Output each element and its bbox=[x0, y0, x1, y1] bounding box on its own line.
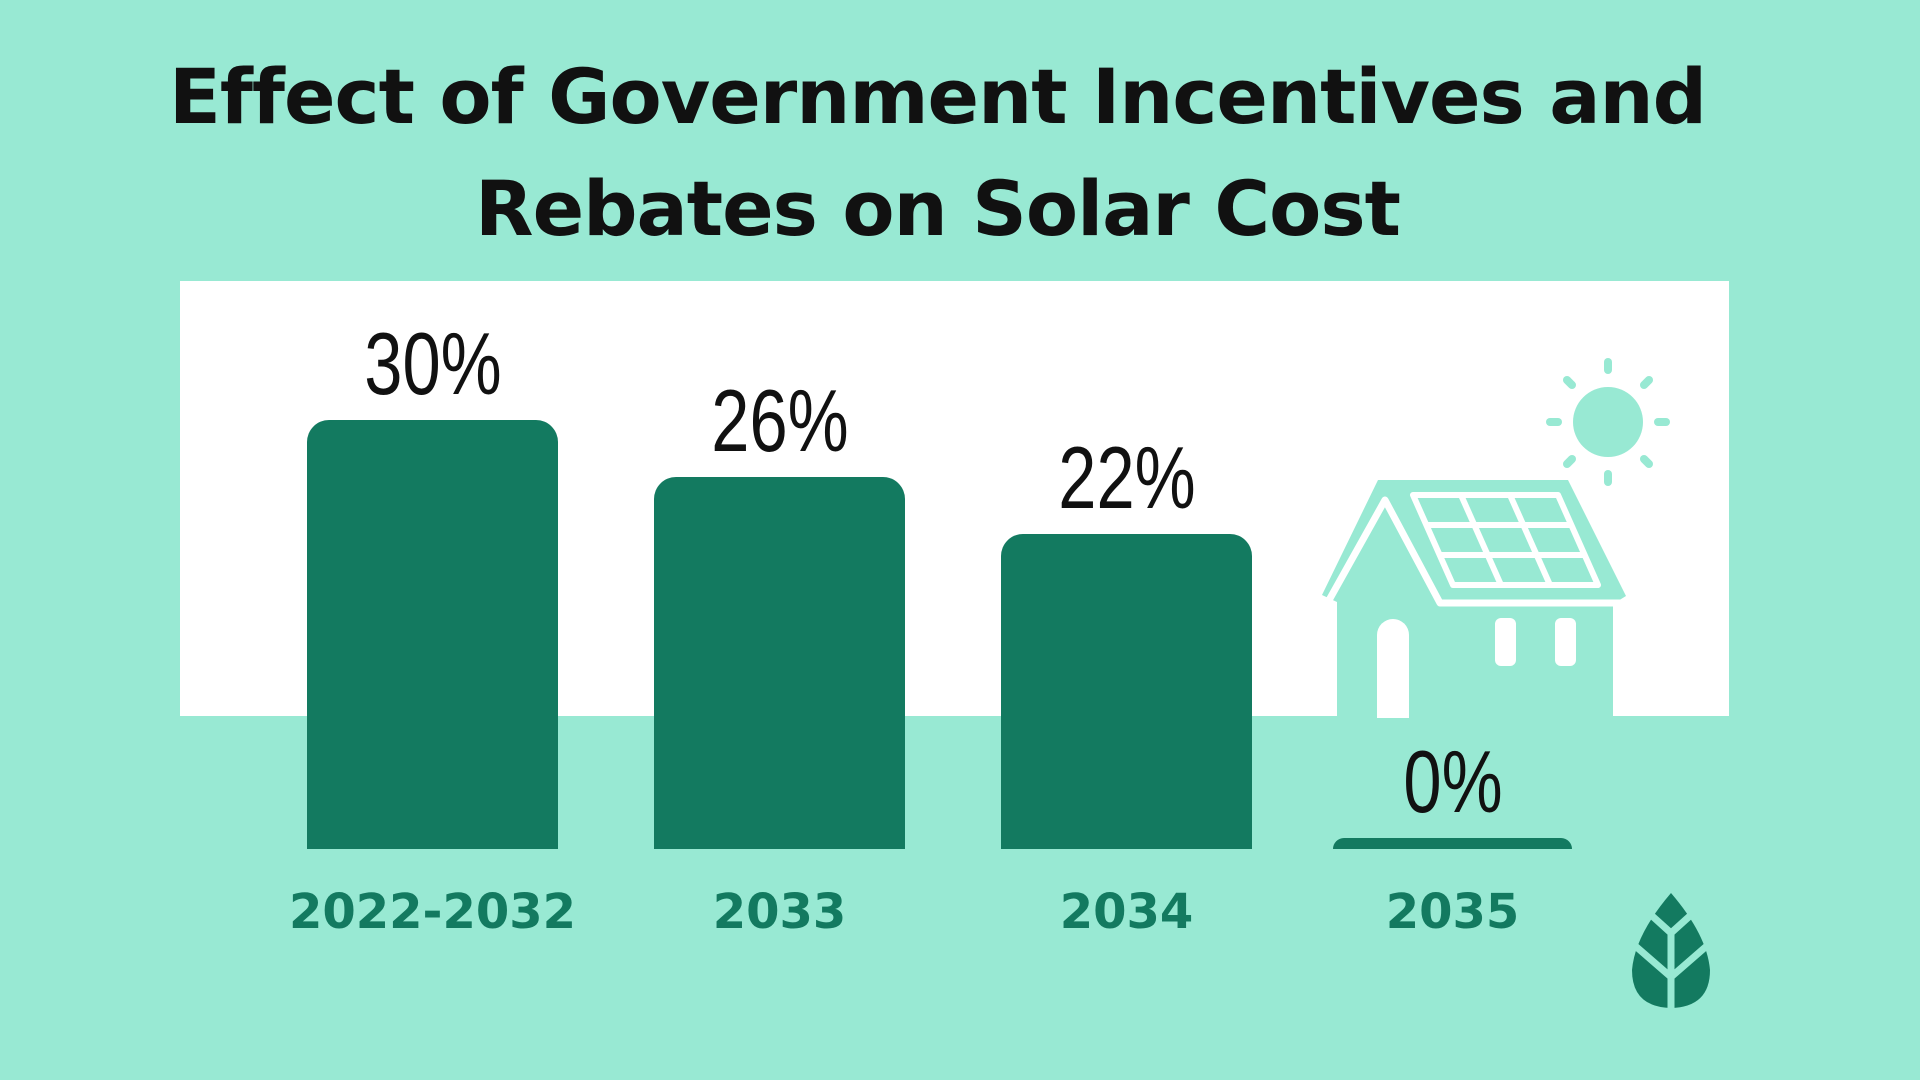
category-label: 2033 bbox=[712, 884, 847, 940]
bar-2034 bbox=[1001, 534, 1252, 849]
solar-house-icon bbox=[1322, 358, 1670, 720]
data-label: 30% bbox=[363, 314, 502, 413]
data-label: 22% bbox=[1057, 428, 1196, 528]
sun-icon bbox=[1546, 358, 1670, 486]
leaf-logo-icon bbox=[1622, 893, 1720, 1013]
data-label: 26% bbox=[710, 371, 849, 471]
category-label: 2034 bbox=[1059, 884, 1194, 940]
category-label: 2035 bbox=[1385, 884, 1520, 940]
data-label: 0% bbox=[1402, 732, 1503, 831]
chart-title-line-2: Rebates on Solar Cost bbox=[475, 164, 1401, 253]
bar-2022-2032 bbox=[307, 420, 558, 849]
category-label: 2022-2032 bbox=[288, 884, 577, 940]
chart-title-line-1: Effect of Government Incentives and bbox=[168, 52, 1707, 141]
bar-2033 bbox=[654, 477, 905, 849]
bar-2035 bbox=[1333, 838, 1572, 849]
